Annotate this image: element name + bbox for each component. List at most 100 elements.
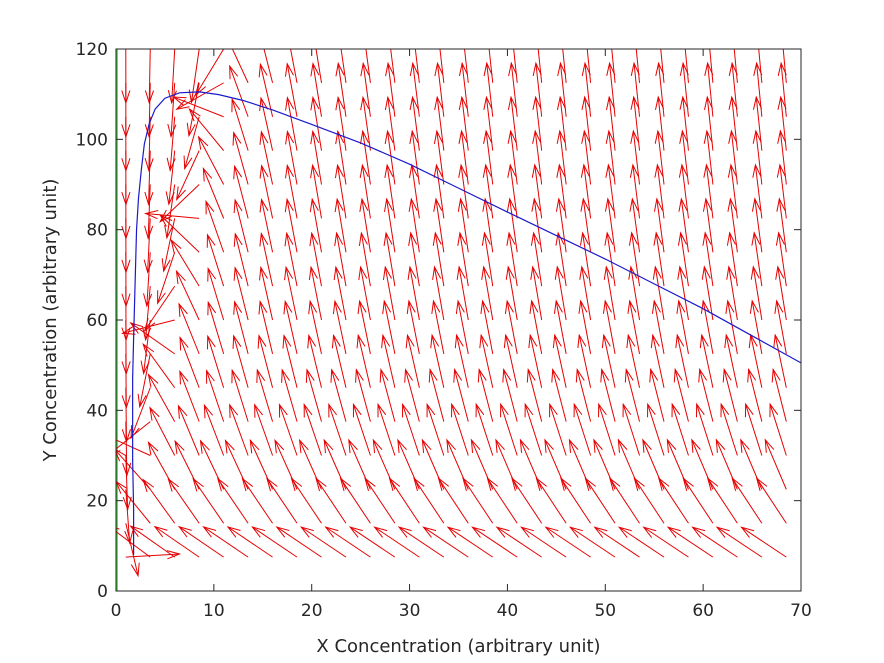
vector-arrow	[726, 231, 738, 287]
vector-arrow	[453, 368, 469, 422]
vector-arrow	[365, 49, 371, 83]
vector-arrow	[635, 49, 641, 83]
vector-arrow	[775, 231, 787, 287]
vector-arrow	[167, 82, 177, 139]
x-axis-label: X Concentration (arbitrary unit)	[316, 636, 600, 657]
vector-arrow	[284, 265, 298, 321]
vector-arrow	[530, 265, 543, 321]
vector-arrow	[679, 129, 689, 185]
vector-arrow	[384, 197, 396, 253]
vector-arrow	[177, 404, 200, 456]
vector-arrow	[537, 49, 543, 83]
vector-arrow	[124, 489, 134, 545]
vector-arrow	[617, 438, 640, 490]
vector-arrow	[679, 95, 689, 151]
vector-arrow	[761, 49, 762, 50]
vector-arrow	[695, 402, 714, 456]
vector-arrow	[500, 402, 518, 456]
vector-arrow	[383, 231, 396, 287]
vector-arrow	[284, 197, 298, 253]
vector-arrow	[671, 402, 689, 456]
vector-arrow	[285, 163, 298, 219]
vector-arrow	[470, 438, 494, 490]
vector-arrow	[178, 302, 200, 355]
vector-arrow	[677, 265, 689, 321]
vector-arrow	[332, 299, 347, 354]
vector-arrow	[479, 333, 494, 388]
vector-arrow	[630, 129, 641, 185]
vector-arrow	[320, 49, 322, 50]
vector-arrow	[687, 49, 689, 50]
vector-arrow	[715, 526, 763, 558]
vector-arrow	[174, 439, 200, 490]
vector-arrow	[258, 62, 274, 117]
vector-arrow	[580, 163, 592, 219]
vector-arrow	[606, 61, 616, 117]
vector-arrow	[422, 526, 469, 558]
y-axis-label: Y Concentration (arbitrary unit)	[40, 179, 61, 463]
vector-arrow	[430, 333, 445, 388]
vector-arrow	[603, 265, 616, 321]
vector-arrow	[624, 367, 641, 422]
vector-arrow	[740, 438, 763, 490]
vector-arrow	[604, 197, 616, 253]
vector-arrow	[147, 373, 176, 422]
vector-arrow	[581, 129, 592, 185]
vector-arrow	[272, 49, 273, 50]
vector-arrow	[684, 49, 689, 83]
vector-arrow	[382, 299, 396, 354]
vector-arrow	[308, 299, 322, 354]
vector-arrow	[703, 129, 714, 185]
vector-arrow	[715, 438, 738, 490]
vector-arrow	[773, 333, 787, 388]
vector-arrow	[359, 163, 371, 219]
vector-arrow	[434, 95, 445, 151]
vector-arrow	[642, 526, 689, 558]
vector-arrow	[323, 438, 347, 490]
vector-arrow	[348, 438, 371, 490]
vector-arrow	[381, 333, 396, 388]
vector-arrow	[629, 197, 641, 253]
vector-arrow	[782, 49, 787, 83]
vector-arrow	[580, 197, 592, 253]
vector-arrow	[653, 231, 665, 287]
vector-arrow	[421, 438, 445, 490]
vector-arrow	[673, 367, 689, 422]
vector-arrow	[333, 265, 347, 321]
vector-arrow	[458, 61, 469, 117]
plot-background	[116, 49, 801, 591]
vector-arrow	[602, 299, 616, 354]
vector-arrow	[458, 95, 469, 151]
vector-arrow	[175, 82, 224, 110]
vector-arrow	[465, 590, 469, 591]
vector-arrow	[628, 231, 641, 287]
vector-arrow	[481, 231, 494, 287]
vector-arrow	[605, 95, 616, 151]
vector-arrow	[554, 265, 567, 321]
vector-arrow	[590, 49, 591, 50]
vector-arrow	[263, 49, 274, 83]
vector-arrow	[507, 163, 518, 219]
vector-arrow	[678, 163, 689, 219]
vector-arrow	[426, 402, 445, 456]
vector-arrow	[457, 231, 469, 287]
vector-arrow	[552, 333, 567, 388]
vector-arrow	[206, 233, 225, 287]
vector-arrow	[556, 163, 567, 219]
vector-arrow	[359, 197, 371, 253]
y-tick-label: 100	[76, 130, 108, 150]
vector-arrow	[258, 299, 274, 354]
vector-arrow	[129, 525, 176, 558]
vector-arrow	[722, 367, 738, 422]
y-tick-label: 80	[86, 221, 108, 241]
vector-arrow	[432, 231, 445, 287]
vector-arrow	[747, 367, 763, 422]
vector-arrow	[140, 319, 151, 375]
x-tick-label: 70	[790, 601, 812, 621]
vector-arrow	[483, 61, 494, 117]
vector-arrow	[142, 286, 152, 342]
vector-arrow	[744, 402, 763, 456]
vector-arrow	[369, 49, 371, 50]
vector-arrow	[310, 163, 322, 219]
